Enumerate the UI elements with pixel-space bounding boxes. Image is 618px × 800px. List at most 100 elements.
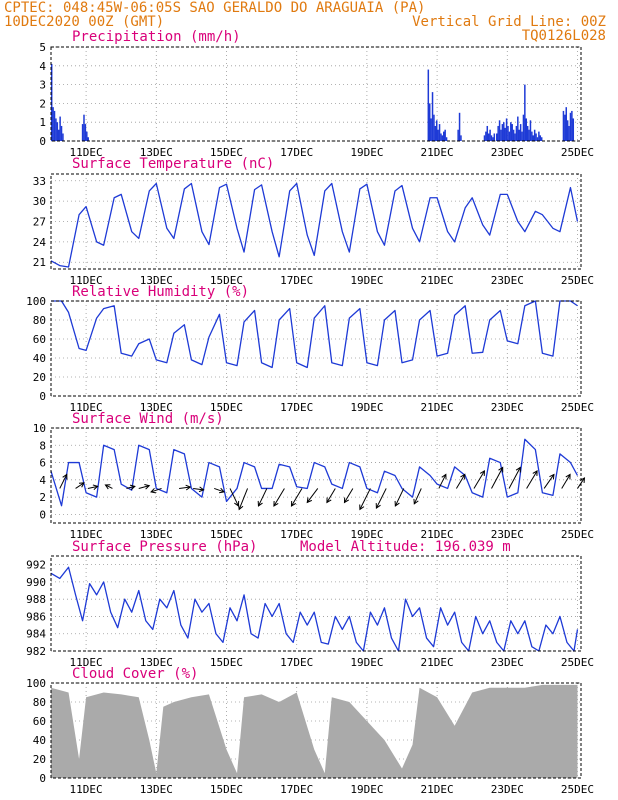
precip-bar-54 (517, 116, 519, 141)
header-model: TQ0126L028 (522, 28, 606, 44)
cloud-xtick-0: 11DEC (70, 783, 103, 796)
wind-vector-head-8 (198, 486, 205, 493)
wind-vector-shaft-12 (258, 488, 268, 507)
cloud-xtick-5: 21DEC (421, 783, 454, 796)
precipitation-ytick-2: 2 (39, 97, 46, 110)
precip-bar-16 (430, 118, 432, 141)
temperature-panel: Surface Temperature (nC) 21 24 27 30 33 11DEC… (33, 156, 594, 287)
precip-bar-62 (528, 129, 530, 141)
humidity-ytick-4: 80 (33, 314, 46, 327)
wind-vector-head-22 (441, 473, 447, 480)
pressure-title: Surface Pressure (hPa) (72, 539, 257, 555)
wind-vector-shaft-9 (214, 487, 225, 493)
precip-bar-7 (60, 125, 63, 141)
wind-vector-shaft-16 (326, 488, 336, 503)
wind-vector-shaft-10 (229, 488, 239, 507)
precip-bar-36 (490, 135, 493, 141)
wind-vector-head-21 (413, 498, 419, 505)
wind-series-line (50, 438, 579, 507)
humidity-xtick-7: 25DEC (561, 401, 594, 414)
wind-vector-23 (455, 473, 466, 489)
wind-vector-17 (343, 488, 354, 504)
wind-vector-shaft-17 (344, 488, 354, 503)
pressure-xtick-6: 23DEC (491, 656, 524, 669)
wind-ytick-0: 0 (39, 508, 46, 521)
wind-vector-head-16 (326, 497, 332, 504)
precip-bar-5 (57, 129, 60, 141)
precip-bar-1 (52, 107, 54, 141)
precip-bar-76 (568, 125, 570, 141)
model-altitude-label: Model Altitude: 196.039 m (300, 539, 511, 555)
wind-title: Surface Wind (m/s) (72, 411, 224, 427)
wind-vector-head-12 (257, 500, 263, 507)
precipitation-xtick-2: 15DEC (210, 146, 243, 159)
precip-bar-47 (507, 125, 509, 141)
precip-bar-57 (521, 131, 523, 141)
wind-vector-shaft-2 (87, 485, 98, 489)
precip-bar-11 (84, 124, 87, 141)
precip-bar-20 (435, 120, 438, 141)
wind-xtick-6: 23DEC (491, 528, 524, 541)
wind-vector-shaft-27 (526, 470, 538, 489)
precipitation-xtick-5: 21DEC (421, 146, 454, 159)
wind-vector-head-11 (238, 504, 244, 511)
precipitation-ytick-3: 3 (39, 79, 46, 92)
precip-bar-52 (514, 133, 516, 141)
precip-bar-59 (524, 84, 526, 141)
precip-bar-29 (458, 112, 461, 141)
pressure-panel: Surface Pressure (hPa) Model Altitude: 1… (26, 539, 594, 669)
precipitation-frame (50, 46, 582, 142)
temperature-title: Surface Temperature (nC) (72, 156, 274, 172)
temperature-xtick-2: 15DEC (210, 274, 243, 287)
wind-vector-head-20 (394, 500, 400, 507)
humidity-xtick-4: 19DEC (350, 401, 383, 414)
precip-bar-13 (87, 137, 89, 141)
wind-ytick-5: 10 (33, 422, 46, 435)
precip-bar-67 (535, 133, 537, 141)
pressure-xtick-4: 19DEC (350, 656, 383, 669)
cloud-ytick-2: 40 (33, 734, 46, 747)
wind-vector-22 (438, 473, 447, 489)
precip-bar-38 (493, 133, 496, 141)
precip-bar-60 (525, 118, 527, 141)
header-grid-note: Vertical Grid Line: 00Z (412, 14, 606, 30)
wind-vector-12 (257, 488, 268, 507)
wind-vector-8 (193, 486, 205, 493)
precip-bar-8 (62, 133, 64, 141)
humidity-title: Relative Humidity (%) (72, 284, 249, 300)
wind-xtick-2: 15DEC (210, 528, 243, 541)
wind-xtick-3: 17DEC (280, 528, 313, 541)
wind-vector-shaft-23 (455, 474, 466, 489)
wind-vector-29 (561, 473, 571, 489)
precip-bar-9 (81, 124, 84, 141)
precip-bar-51 (512, 129, 515, 141)
temperature-xtick-4: 19DEC (350, 274, 383, 287)
precip-bar-0 (50, 63, 53, 141)
precip-bar-28 (457, 129, 459, 141)
precip-bar-70 (539, 135, 542, 141)
precipitation-panel: Precipitation (mm/h) 0 1 2 3 4 5 11DEC 13DEC 15D… (39, 29, 594, 159)
humidity-ytick-2: 40 (33, 352, 46, 365)
wind-vector-0 (59, 473, 68, 489)
wind-vector-shaft-22 (438, 474, 447, 489)
wind-ytick-1: 2 (39, 491, 46, 504)
wind-vector-shaft-6 (150, 487, 162, 493)
wind-vector-13 (273, 488, 285, 507)
humidity-xtick-6: 23DEC (491, 401, 524, 414)
wind-vector-19 (375, 488, 387, 509)
precip-bar-30 (460, 135, 462, 141)
temperature-xtick-1: 13DEC (140, 274, 173, 287)
precipitation-xtick-4: 19DEC (350, 146, 383, 159)
wind-vector-3 (104, 484, 113, 490)
wind-vector-shaft-13 (273, 488, 285, 507)
precip-bar-63 (529, 120, 532, 141)
wind-vector-head-26 (515, 466, 521, 473)
pressure-ytick-4: 990 (26, 576, 46, 589)
cloud-ytick-5: 100 (26, 677, 46, 690)
wind-vector-head-13 (273, 500, 279, 507)
humidity-xtick-0: 11DEC (70, 401, 103, 414)
precip-bar-53 (515, 125, 518, 141)
precipitation-ytick-4: 4 (39, 60, 46, 73)
pressure-xtick-2: 15DEC (210, 656, 243, 669)
cloud-frame (50, 682, 582, 779)
